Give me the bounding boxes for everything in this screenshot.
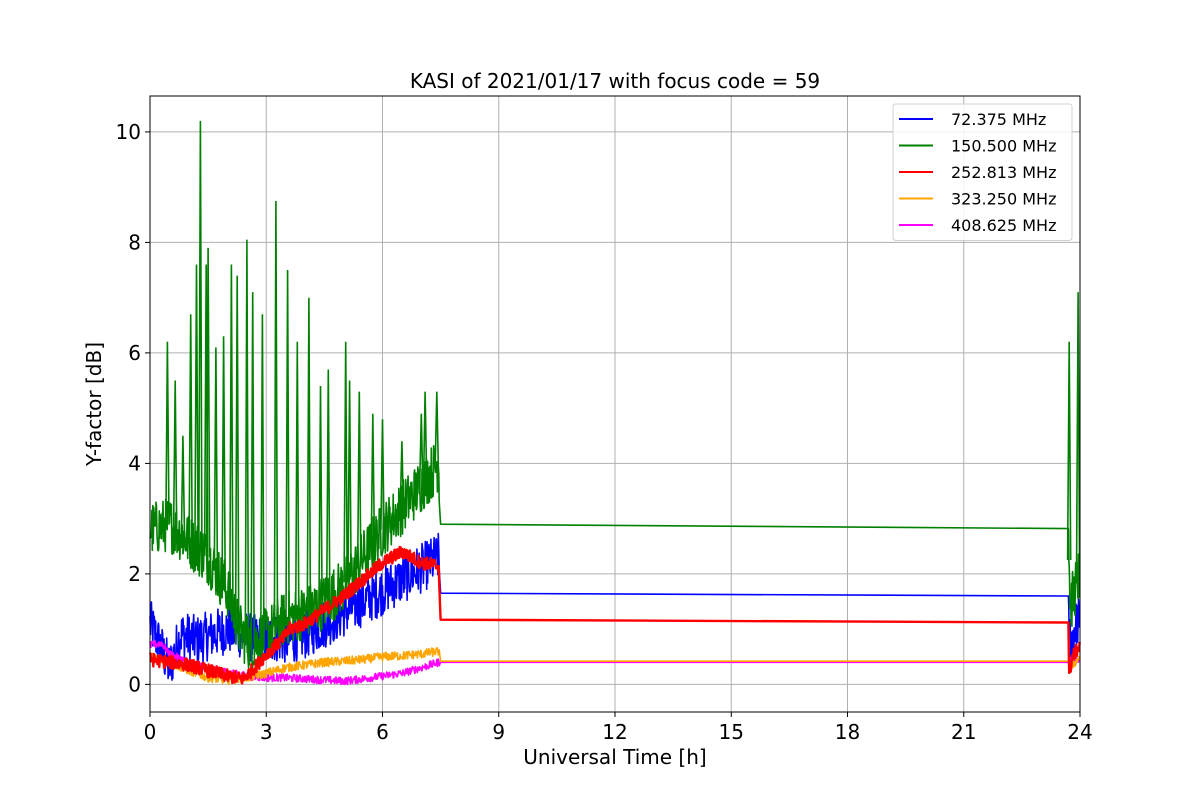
series-spike	[306, 297, 312, 611]
y-tick-label: 4	[128, 451, 141, 475]
series-spike	[221, 336, 226, 584]
series-spike	[260, 314, 265, 638]
y-tick-label: 6	[128, 341, 141, 365]
legend-entry-label: 252.813 MHz	[951, 163, 1056, 182]
series-spike	[250, 292, 255, 645]
series-spike	[422, 391, 428, 481]
y-tick-label: 10	[116, 120, 141, 144]
series-spike	[165, 341, 170, 525]
series-spike	[434, 391, 440, 466]
series-spike	[380, 419, 385, 530]
series-spike	[1075, 292, 1081, 580]
series-spike	[285, 269, 290, 618]
y-tick-label: 8	[128, 230, 141, 254]
x-axis-label: Universal Time [h]	[523, 745, 706, 769]
series-spike	[229, 264, 234, 604]
x-tick-label: 21	[951, 720, 976, 744]
x-tick-label: 15	[719, 720, 744, 744]
series-spike	[194, 264, 199, 548]
legend-entry-label: 72.375 MHz	[951, 110, 1046, 129]
series-spike	[418, 413, 424, 486]
series-spike	[205, 247, 211, 558]
series-spike	[180, 435, 186, 536]
series-spike	[213, 347, 219, 571]
legend: 72.375 MHz 150.500 MHz 252.813 MHz 323.250 …	[892, 103, 1073, 241]
series-spike	[325, 369, 331, 599]
x-tick-label: 6	[376, 720, 389, 744]
series-line	[149, 532, 1081, 681]
series-spike	[347, 380, 352, 577]
legend-entry-label: 323.250 MHz	[951, 190, 1056, 209]
legend-entry-label: 408.625 MHz	[951, 216, 1056, 235]
x-tick-label: 0	[144, 720, 157, 744]
x-tick-label: 18	[835, 720, 860, 744]
series-spike	[188, 314, 193, 543]
x-tick-label: 3	[260, 720, 273, 744]
series-line	[149, 646, 1081, 685]
plot-area	[148, 120, 1081, 686]
series-spike	[294, 341, 300, 615]
series-spike	[244, 239, 250, 641]
series-spike	[318, 385, 323, 604]
series-spike	[234, 275, 240, 623]
series-spike	[356, 391, 362, 563]
series-spike	[370, 413, 376, 544]
chart-title: KASI of 2021/01/17 with focus code = 59	[410, 69, 820, 93]
y-tick-label: 0	[128, 672, 141, 696]
x-tick-label: 24	[1067, 720, 1092, 744]
x-tick-label: 12	[602, 720, 627, 744]
series-spike	[198, 120, 203, 551]
series-spike	[172, 380, 178, 530]
series-spike	[273, 200, 279, 627]
series-spike	[399, 441, 405, 508]
legend-box	[892, 103, 1073, 241]
legend-entry-label: 150.500 MHz	[951, 137, 1056, 156]
series-line	[148, 545, 1081, 685]
series-spike	[343, 341, 348, 583]
y-tick-label: 2	[128, 562, 141, 586]
series-spike	[1066, 341, 1072, 561]
x-tick-label: 9	[492, 720, 505, 744]
y-axis-label: Y-factor [dB]	[82, 342, 106, 467]
